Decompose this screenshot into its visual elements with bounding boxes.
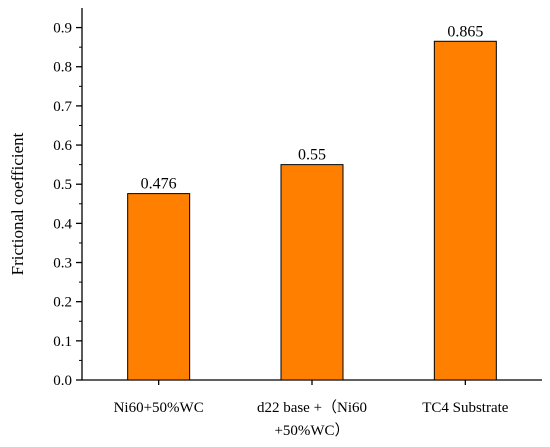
x-tick-label: +50%WC） [274, 422, 349, 439]
y-tick-label: 0.4 [53, 216, 72, 232]
y-tick-label: 0.7 [53, 99, 72, 115]
y-tick-label: 0.8 [53, 60, 72, 76]
bar [280, 164, 344, 381]
bar [433, 40, 497, 381]
bar [127, 193, 191, 381]
y-tick-label: 0.3 [53, 256, 72, 272]
data-label: 0.865 [447, 23, 483, 40]
y-axis-title: Frictional coefficient [8, 132, 27, 275]
plot-area: 0.0 0.1 0.2 0.3 0.4 0.5 0.6 0.7 0.8 0.9 0.476 Ni60+… [53, 8, 542, 439]
y-tick-label: 0.0 [53, 373, 72, 389]
y-tick-label: 0.2 [53, 295, 72, 311]
data-label: 0.55 [298, 147, 326, 164]
data-label: 0.476 [141, 176, 177, 193]
y-tick-label: 0.5 [53, 177, 72, 193]
y-tick-label: 0.1 [53, 334, 72, 350]
x-tick-label: TC4 Substrate [422, 400, 509, 416]
x-tick-label: Ni60+50%WC [114, 400, 204, 416]
y-tick-label: 0.9 [53, 21, 72, 37]
x-tick-label: d22 base +（Ni60 [257, 399, 367, 416]
y-tick-label: 0.6 [53, 138, 72, 154]
